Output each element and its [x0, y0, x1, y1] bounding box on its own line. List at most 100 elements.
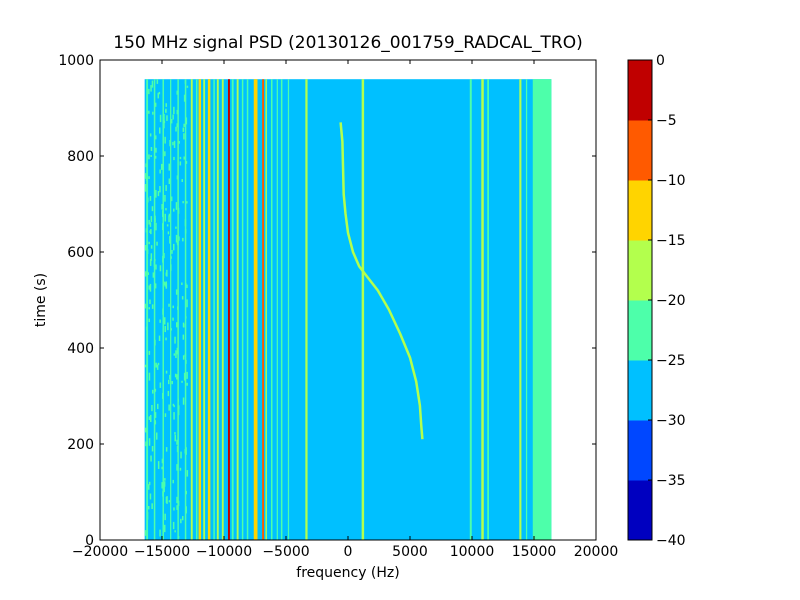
spectral-line [170, 79, 172, 540]
speckle [154, 283, 157, 289]
spectral-line [276, 79, 278, 540]
y-tick-label: 0 [85, 533, 94, 549]
spectral-line [469, 79, 472, 540]
speckle [168, 215, 170, 223]
speckle [150, 414, 152, 423]
speckle [150, 85, 152, 92]
speckle [145, 163, 147, 168]
spectral-line [146, 79, 149, 540]
speckle [169, 140, 171, 147]
speckle [148, 219, 150, 225]
speckle [152, 389, 154, 394]
colorbar-segment [628, 360, 652, 421]
speckle [148, 481, 151, 486]
speckle [149, 299, 151, 304]
spectral-line [216, 79, 219, 540]
speckle [144, 364, 147, 368]
speckle [155, 222, 157, 231]
speckle [166, 496, 168, 504]
speckle [148, 241, 150, 245]
speckle [164, 317, 166, 325]
speckle [144, 303, 147, 309]
speckle [155, 364, 157, 368]
speckle [167, 390, 170, 397]
speckle [161, 204, 163, 210]
speckle [164, 524, 166, 533]
x-tick-label: 20000 [574, 544, 619, 560]
speckle [147, 272, 149, 275]
speckle [155, 147, 157, 153]
x-tick-label: −5000 [262, 544, 309, 560]
spectral-line [221, 79, 224, 540]
spectral-line [203, 79, 206, 540]
speckle [149, 196, 152, 201]
colorbar-segment [628, 60, 652, 121]
speckle [186, 284, 188, 288]
spectral-line [287, 79, 290, 540]
speckle [150, 253, 153, 261]
heatmap-edge-band [532, 79, 552, 540]
speckle [154, 102, 157, 107]
speckle [182, 355, 185, 360]
speckle [152, 111, 154, 115]
x-tick-label: 10000 [450, 544, 495, 560]
speckle [164, 282, 166, 287]
speckle [144, 173, 147, 179]
speckle [164, 513, 166, 521]
speckle [154, 412, 157, 418]
speckle [172, 141, 174, 146]
speckle [144, 530, 147, 536]
x-tick-label: 5000 [392, 544, 428, 560]
speckle [156, 79, 159, 84]
speckle [183, 94, 186, 102]
speckle [176, 123, 178, 128]
speckle [172, 114, 174, 120]
spectral-line [198, 79, 202, 540]
speckle [151, 206, 154, 212]
spectral-line [162, 79, 164, 540]
speckle [159, 186, 161, 193]
colorbar-segment [628, 420, 652, 481]
speckle [164, 326, 166, 333]
speckle [149, 259, 152, 266]
colorbar-segment [628, 120, 652, 181]
speckle [175, 234, 178, 243]
speckle [159, 319, 161, 323]
speckle [186, 382, 188, 386]
speckle [158, 91, 161, 95]
speckle [186, 85, 189, 88]
chart-title: 150 MHz signal PSD (20130126_001759_RADC… [113, 33, 582, 53]
speckle [149, 493, 152, 500]
colorbar-tick-label: −5 [656, 113, 677, 129]
x-tick-label: −15000 [134, 544, 190, 560]
colorbar-tick-label: 0 [656, 53, 665, 69]
speckle [175, 226, 177, 229]
x-tick-label: 0 [344, 544, 353, 560]
speckle [175, 126, 177, 132]
speckle [151, 503, 153, 510]
y-tick-label: 600 [67, 245, 94, 261]
speckle [172, 479, 174, 484]
speckle [148, 506, 150, 510]
speckle [148, 350, 151, 355]
speckle [172, 403, 175, 406]
speckle [186, 470, 189, 477]
speckle [166, 115, 168, 121]
speckle [176, 374, 178, 380]
speckle [183, 324, 185, 328]
x-tick-label: 15000 [512, 544, 557, 560]
spectral-line [236, 79, 239, 540]
speckle [154, 388, 157, 392]
speckle [178, 236, 180, 241]
speckle [149, 133, 152, 137]
speckle [156, 432, 158, 440]
speckle [156, 241, 158, 246]
speckle [181, 380, 183, 383]
y-axis-ticks: 0 200 400 600 800 1000 [58, 53, 596, 549]
spectral-line [190, 79, 193, 540]
speckle [166, 269, 168, 277]
speckle [180, 451, 182, 459]
speckle [164, 151, 166, 157]
speckle [170, 119, 173, 124]
speckle [164, 136, 166, 144]
